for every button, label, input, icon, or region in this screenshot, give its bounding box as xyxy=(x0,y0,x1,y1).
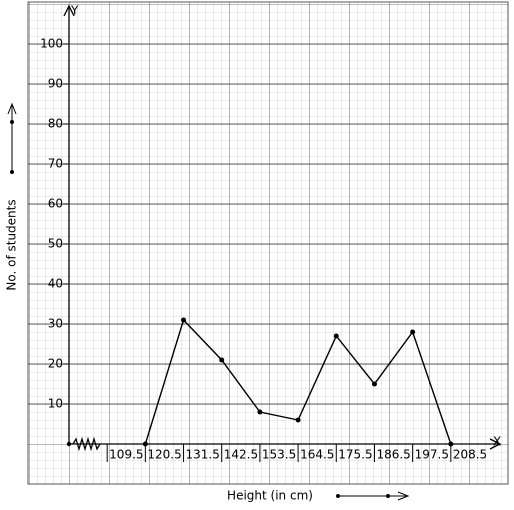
data-point xyxy=(142,441,148,447)
y-deco-dot xyxy=(10,170,14,174)
x-tick-label: 175.5 xyxy=(338,448,372,462)
x-tick-label: 142.5 xyxy=(224,448,258,462)
data-point xyxy=(371,381,377,387)
data-point xyxy=(410,329,416,335)
y-tick-label: 50 xyxy=(48,237,63,251)
y-tick-label: 100 xyxy=(40,37,63,51)
y-axis-label: No. of students xyxy=(5,199,19,290)
x-tick-label: 186.5 xyxy=(376,448,410,462)
data-point xyxy=(333,333,339,339)
data-point xyxy=(295,417,301,423)
data-point xyxy=(257,409,263,415)
y-tick-label: 20 xyxy=(48,357,63,371)
x-tick-label: 197.5 xyxy=(415,448,449,462)
x-tick-label: 164.5 xyxy=(300,448,334,462)
y-tick-label: 90 xyxy=(48,77,63,91)
x-deco-head xyxy=(397,491,410,501)
y-arrow xyxy=(63,4,75,17)
x-arrow xyxy=(489,438,502,450)
data-point xyxy=(219,357,225,363)
graph-paper-major xyxy=(27,1,509,485)
data-point xyxy=(448,441,454,447)
x-tick-label: 153.5 xyxy=(262,448,296,462)
x-tick-label: 131.5 xyxy=(186,448,220,462)
y-deco-dot xyxy=(10,120,14,124)
y-tick-label: 10 xyxy=(48,397,63,411)
origin xyxy=(66,441,72,447)
y-axis-letter: Y xyxy=(70,4,79,18)
axis-break xyxy=(72,436,101,452)
x-deco-dot xyxy=(336,494,340,498)
x-deco-dot xyxy=(386,494,390,498)
y-tick-label: 40 xyxy=(48,277,63,291)
y-deco-head xyxy=(7,102,17,115)
x-axis-letter: X xyxy=(493,435,501,449)
x-axis-label: Height (in cm) xyxy=(227,489,313,503)
y-tick-label: 30 xyxy=(48,317,63,331)
x-tick-label: 120.5 xyxy=(147,448,181,462)
x-tick-label: 208.5 xyxy=(453,448,487,462)
data-point xyxy=(181,317,187,323)
y-tick-label: 70 xyxy=(48,157,63,171)
x-tick-label: 109.5 xyxy=(109,448,143,462)
y-tick-label: 80 xyxy=(48,117,63,131)
y-tick-label: 60 xyxy=(48,197,63,211)
